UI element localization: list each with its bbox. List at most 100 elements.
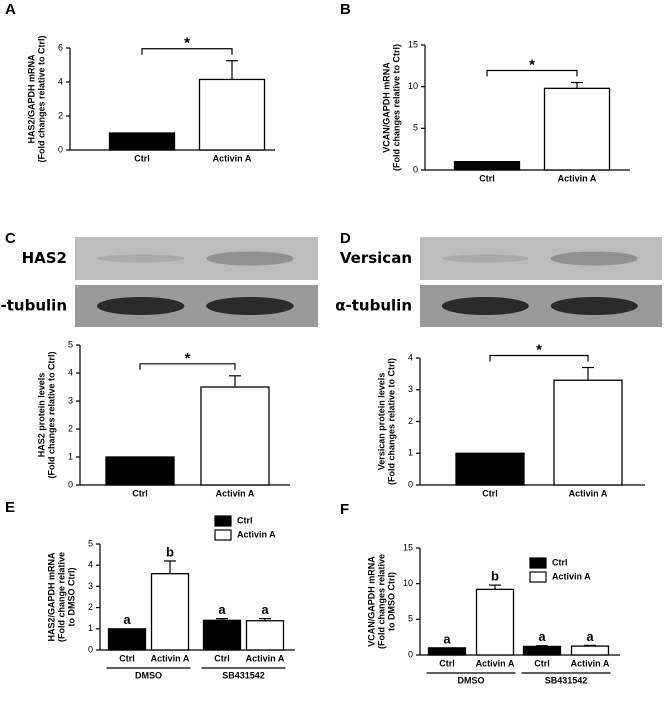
group-letter: a — [586, 629, 594, 644]
group-letter: a — [443, 631, 451, 646]
y-tick-label: 15 — [403, 542, 413, 552]
legend-label: Ctrl — [552, 557, 568, 567]
x-tick-label: Ctrl — [534, 658, 550, 668]
y-tick-label: 0 — [88, 644, 93, 654]
significance-marker: * — [536, 341, 542, 358]
blot-band — [550, 297, 638, 315]
blot-band — [441, 254, 529, 263]
blot-band — [206, 251, 294, 266]
bar — [453, 161, 521, 171]
y-tick-label: 15 — [408, 39, 418, 49]
x-tick-label: Ctrl — [482, 488, 498, 498]
significance-marker: * — [185, 350, 191, 367]
y-tick-label: 0 — [413, 164, 418, 174]
group-label: SB431542 — [222, 670, 265, 680]
y-tick-label: 3 — [88, 581, 93, 591]
group-letter: a — [538, 629, 546, 644]
bar — [150, 573, 190, 651]
x-tick-label: Activin A — [151, 653, 190, 663]
significance-bracket — [139, 363, 236, 370]
x-tick-label: Activin A — [213, 153, 252, 163]
x-tick-label: Ctrl — [214, 653, 230, 663]
y-axis-label: (Fold change relative — [56, 552, 66, 642]
y-axis-label: to DMSO Ctrl) — [66, 568, 76, 627]
legend-label: Activin A — [237, 529, 276, 539]
bar — [105, 456, 175, 486]
legend-swatch — [214, 515, 232, 527]
bar — [522, 645, 562, 656]
blot-label: HAS2 — [22, 249, 67, 267]
x-tick-label: Activin A — [476, 658, 515, 668]
bar — [107, 628, 147, 651]
y-tick-label: 2 — [408, 416, 413, 426]
y-tick-label: 5 — [408, 614, 413, 624]
y-tick-label: 2 — [58, 110, 63, 120]
x-tick-label: Activin A — [569, 488, 608, 498]
blot-band — [96, 297, 185, 315]
bar — [553, 379, 623, 486]
group-letter: b — [166, 544, 174, 559]
legend-swatch — [529, 557, 547, 569]
bar — [202, 619, 242, 651]
x-tick-label: Activin A — [571, 658, 610, 668]
significance-marker: * — [529, 56, 535, 73]
legend-swatch — [529, 571, 547, 583]
y-tick-label: 10 — [403, 578, 413, 588]
x-tick-label: Ctrl — [439, 658, 455, 668]
blot-band — [550, 251, 638, 266]
bar — [543, 87, 611, 171]
significance-bracket — [141, 48, 233, 55]
y-tick-label: 0 — [408, 649, 413, 659]
y-tick-label: 4 — [88, 560, 93, 570]
x-tick-label: Ctrl — [132, 488, 148, 498]
bar — [198, 78, 266, 151]
legend-label: Ctrl — [237, 515, 253, 525]
group-letter: b — [491, 569, 499, 584]
blot-label: α-tubulin — [335, 297, 412, 315]
y-tick-label: 5 — [88, 538, 93, 548]
y-axis-label: HAS2/GAPDH mRNA — [46, 552, 56, 642]
group-letter: a — [261, 602, 269, 617]
y-tick-label: 3 — [68, 395, 73, 405]
y-axis-label: (Fold changes relative to Ctrl) — [391, 44, 401, 171]
y-tick-label: 4 — [68, 367, 73, 377]
y-axis-label: HAS2 protein levels — [36, 373, 46, 458]
y-tick-label: 4 — [408, 352, 413, 362]
y-tick-label: 2 — [88, 602, 93, 612]
panel-label: D — [340, 230, 351, 247]
y-tick-label: 0 — [58, 144, 63, 154]
group-label: DMSO — [135, 670, 162, 680]
panel-label: B — [340, 1, 351, 18]
y-axis-label: (Fold changes relative to Ctrl) — [386, 358, 396, 485]
panel-label: A — [5, 1, 16, 18]
y-axis-label: (Fold changes relative to Ctrl) — [46, 351, 56, 478]
significance-bracket — [489, 354, 589, 362]
y-tick-label: 0 — [408, 479, 413, 489]
bar — [475, 588, 515, 656]
y-tick-label: 5 — [413, 123, 418, 133]
x-tick-label: Ctrl — [134, 153, 150, 163]
blot-label: Versican — [340, 249, 412, 267]
group-letter: a — [218, 602, 226, 617]
y-tick-label: 1 — [88, 623, 93, 633]
group-label: DMSO — [458, 675, 485, 685]
y-tick-label: 1 — [68, 451, 73, 461]
panel-label: C — [5, 230, 16, 247]
x-tick-label: Ctrl — [479, 173, 495, 183]
y-tick-label: 1 — [408, 448, 413, 458]
bar — [108, 132, 176, 151]
blot-label: α-tubulin — [0, 297, 67, 315]
panel-label: E — [5, 499, 15, 516]
group-label: SB431542 — [545, 675, 588, 685]
y-tick-label: 0 — [68, 479, 73, 489]
bar — [570, 645, 610, 656]
group-letter: a — [123, 612, 131, 627]
y-axis-label: Versican protein levels — [376, 373, 386, 471]
panel-label: F — [340, 501, 349, 518]
significance-marker: * — [184, 35, 190, 52]
y-axis-label: HAS2/GAPDH mRNA — [26, 54, 36, 144]
x-tick-label: Activin A — [558, 173, 597, 183]
significance-bracket — [486, 69, 578, 77]
x-tick-label: Ctrl — [119, 653, 135, 663]
y-axis-label: VCAN/GAPDH mRNA — [366, 556, 376, 647]
